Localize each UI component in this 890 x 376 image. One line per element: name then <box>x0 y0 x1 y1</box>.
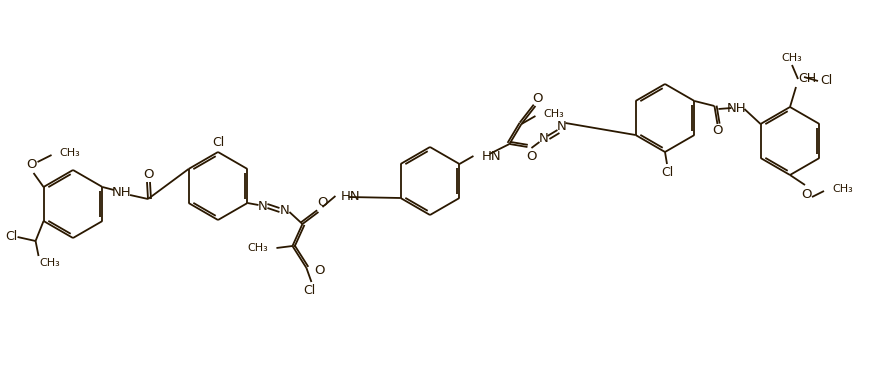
Text: CH₃: CH₃ <box>247 243 269 253</box>
Text: O: O <box>317 196 328 209</box>
Text: CH₃: CH₃ <box>832 184 853 194</box>
Text: HN: HN <box>481 150 501 162</box>
Text: NH: NH <box>112 186 132 200</box>
Text: O: O <box>526 150 537 164</box>
Text: CH₃: CH₃ <box>39 258 61 268</box>
Text: CH₃: CH₃ <box>544 109 564 119</box>
Text: O: O <box>712 124 723 138</box>
Text: Cl: Cl <box>303 284 316 297</box>
Text: CH: CH <box>798 73 816 85</box>
Text: CH₃: CH₃ <box>60 148 80 158</box>
Text: Cl: Cl <box>661 165 673 179</box>
Text: Cl: Cl <box>5 230 18 244</box>
Text: O: O <box>27 158 36 170</box>
Text: O: O <box>801 188 812 202</box>
Text: N: N <box>279 203 289 217</box>
Text: Cl: Cl <box>212 135 224 149</box>
Text: N: N <box>257 200 267 212</box>
Text: N: N <box>556 120 566 133</box>
Text: O: O <box>532 91 543 105</box>
Text: HN: HN <box>341 190 360 203</box>
Text: N: N <box>538 132 548 146</box>
Text: NH: NH <box>726 102 746 115</box>
Text: Cl: Cl <box>820 74 832 88</box>
Text: O: O <box>144 168 154 182</box>
Text: O: O <box>314 264 325 276</box>
Text: CH₃: CH₃ <box>781 53 803 63</box>
